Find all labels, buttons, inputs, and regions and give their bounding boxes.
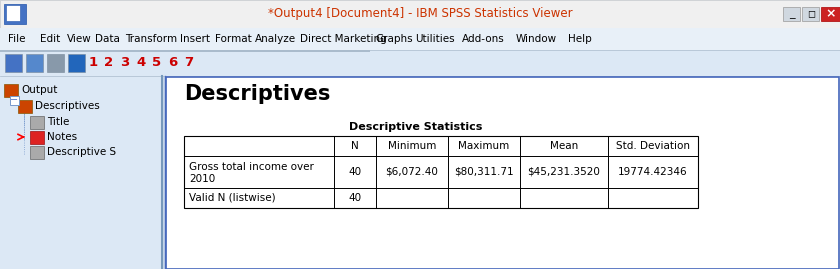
Bar (26, 54, 43, 72)
Text: Output: Output (21, 85, 57, 95)
Text: 2010: 2010 (189, 174, 215, 184)
Text: 4: 4 (136, 56, 145, 69)
Text: Window: Window (516, 34, 557, 44)
Text: Notes: Notes (47, 132, 77, 142)
Bar (30, 146, 44, 159)
Bar (0, 50, 370, 76)
Text: 40: 40 (349, 193, 361, 203)
Text: 3: 3 (120, 56, 129, 69)
Text: Descriptive S: Descriptive S (47, 147, 116, 157)
Text: Maximum: Maximum (459, 141, 510, 151)
Text: Mean: Mean (550, 141, 578, 151)
Text: 1: 1 (88, 56, 97, 69)
Text: Gross total income over: Gross total income over (189, 162, 314, 172)
Bar (5, 54, 22, 72)
Bar (4, 84, 18, 97)
Text: ◻: ◻ (807, 9, 815, 19)
Text: Add-ons: Add-ons (462, 34, 505, 44)
Bar (68, 54, 85, 72)
Bar (10, 96, 19, 105)
Text: Transform: Transform (125, 34, 177, 44)
Text: Descriptives: Descriptives (35, 101, 100, 111)
Text: Graphs: Graphs (375, 34, 412, 44)
Text: ×: × (826, 8, 837, 20)
Text: File: File (8, 34, 25, 44)
Bar (0, 50, 840, 76)
Bar (6, 5, 20, 21)
Text: 6: 6 (168, 56, 177, 69)
Text: Analyze: Analyze (255, 34, 297, 44)
Bar (47, 54, 64, 72)
Text: Valid N (listwise): Valid N (listwise) (189, 193, 276, 203)
Bar (4, 4, 26, 24)
Bar (166, 77, 839, 269)
Bar (802, 7, 819, 21)
Text: N: N (351, 141, 359, 151)
Bar (0, 50, 370, 52)
Text: Edit: Edit (40, 34, 60, 44)
Text: Minimum: Minimum (388, 141, 436, 151)
Text: Descriptives: Descriptives (184, 84, 330, 104)
Text: 2: 2 (104, 56, 113, 69)
Text: Utilities: Utilities (415, 34, 454, 44)
Text: Direct Marketing: Direct Marketing (300, 34, 386, 44)
Text: 5: 5 (152, 56, 161, 69)
Text: $6,072.40: $6,072.40 (386, 167, 438, 177)
Text: −: − (10, 95, 18, 105)
Text: Title: Title (47, 117, 70, 127)
Text: 7: 7 (185, 56, 193, 69)
Bar (30, 131, 44, 144)
Bar (30, 116, 44, 129)
Bar (783, 7, 800, 21)
Text: Format: Format (215, 34, 252, 44)
Text: Insert: Insert (180, 34, 210, 44)
Bar (0, 76, 162, 269)
Text: $45,231.3520: $45,231.3520 (528, 167, 601, 177)
Bar (166, 76, 840, 269)
Text: View: View (67, 34, 92, 44)
Text: _: _ (790, 9, 795, 19)
Text: Std. Deviation: Std. Deviation (616, 141, 690, 151)
Text: Data: Data (95, 34, 120, 44)
Bar (184, 136, 698, 208)
Text: 19774.42346: 19774.42346 (618, 167, 688, 177)
Text: $80,311.71: $80,311.71 (454, 167, 514, 177)
Bar (0, 0, 840, 28)
Text: Descriptive Statistics: Descriptive Statistics (349, 122, 483, 132)
Text: Help: Help (568, 34, 591, 44)
Bar (821, 7, 840, 21)
Bar (18, 100, 32, 113)
Text: 40: 40 (349, 167, 361, 177)
Text: *Output4 [Document4] - IBM SPSS Statistics Viewer: *Output4 [Document4] - IBM SPSS Statisti… (268, 8, 572, 20)
Bar (0, 28, 840, 50)
